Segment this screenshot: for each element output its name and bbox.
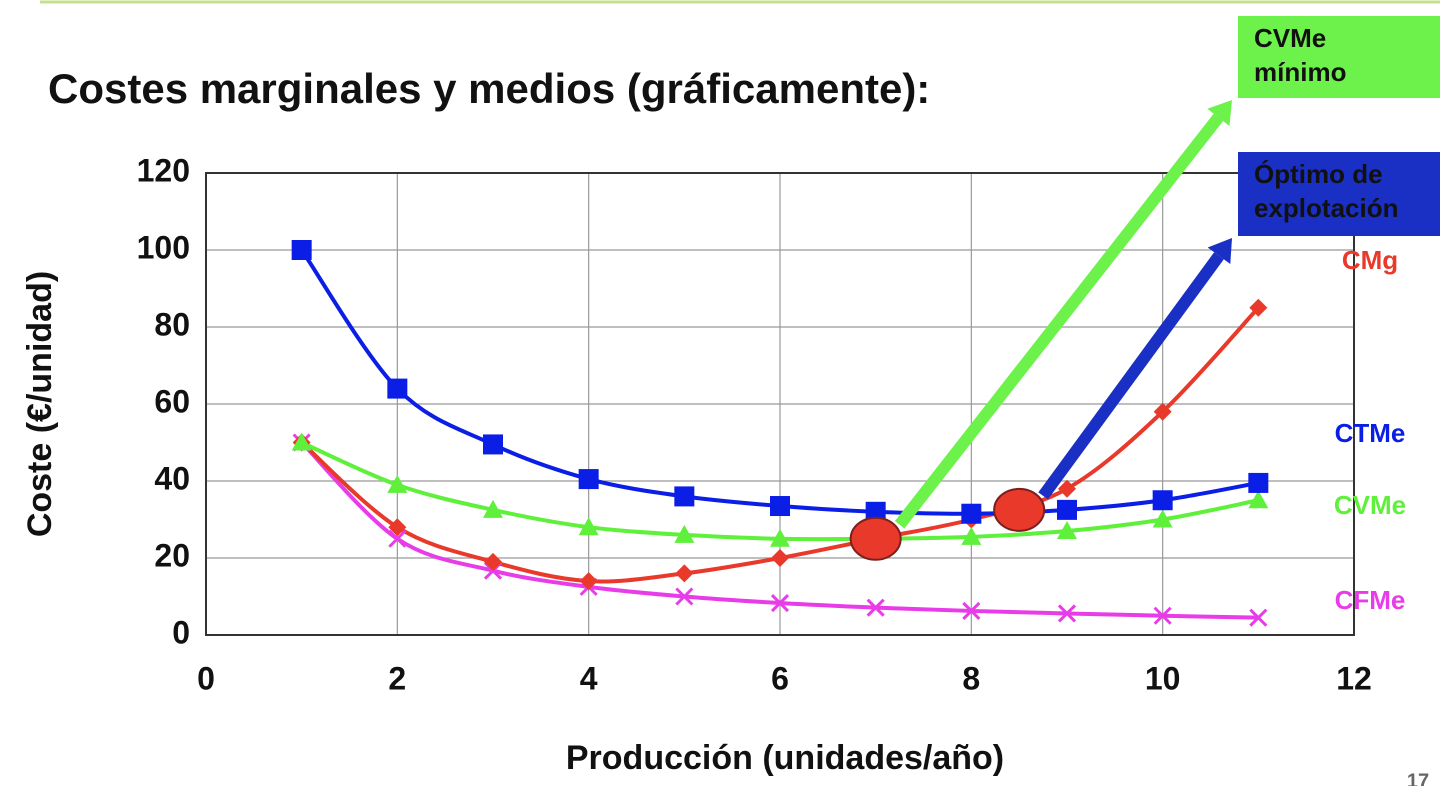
marker: [1152, 490, 1173, 511]
annotation-text: Óptimo de: [1254, 159, 1383, 189]
marker: [962, 601, 981, 620]
marker: [387, 474, 408, 493]
marker: [674, 486, 695, 507]
marker: [866, 598, 885, 617]
y-tick-label: 80: [154, 306, 190, 342]
marker: [388, 529, 407, 548]
marker: [675, 587, 694, 606]
x-tick-label: 2: [388, 660, 406, 696]
series-line: [300, 248, 1259, 516]
marker: [291, 432, 312, 451]
marker: [770, 593, 790, 613]
marker: [1057, 604, 1077, 623]
marker: [1057, 499, 1077, 520]
marker: [674, 524, 695, 543]
x-tick-label: 0: [197, 660, 215, 696]
arrow-shaft: [894, 113, 1224, 529]
highlight-point: [993, 487, 1046, 532]
marker: [1153, 402, 1172, 421]
y-tick-label: 60: [154, 383, 190, 419]
annotation-box: [1238, 16, 1440, 98]
marker: [770, 528, 790, 547]
series-line: [300, 441, 1259, 620]
marker: [483, 499, 503, 518]
annotation-text: explotación: [1254, 193, 1398, 223]
y-tick-label: 0: [172, 614, 190, 650]
marker: [1057, 521, 1077, 540]
marker: [387, 378, 408, 399]
marker: [1152, 509, 1173, 528]
x-tick-label: 6: [771, 660, 789, 696]
x-axis-label: Producción (unidades/año): [566, 739, 1004, 777]
marker: [1249, 298, 1268, 317]
marker: [578, 517, 599, 536]
marker: [483, 434, 503, 455]
marker: [1058, 479, 1076, 498]
marker: [961, 526, 982, 545]
arrow-head: [1207, 100, 1232, 126]
marker: [865, 501, 886, 522]
chart-title: Costes marginales y medios (gráficamente…: [48, 65, 930, 112]
legend-label: CTMe: [1335, 418, 1406, 448]
marker: [675, 564, 694, 583]
marker: [1248, 490, 1269, 509]
legend-label: CFMe: [1335, 585, 1406, 615]
marker: [291, 240, 312, 260]
marker: [579, 572, 598, 591]
marker: [1248, 472, 1269, 493]
arrow-head: [1207, 238, 1232, 265]
highlight-point: [849, 516, 902, 561]
marker: [961, 503, 982, 524]
page-number: 17: [1407, 770, 1429, 786]
x-tick-label: 10: [1145, 660, 1181, 696]
marker: [1249, 608, 1268, 627]
annotation-text: mínimo: [1254, 57, 1346, 87]
annotation-text: CVMe: [1254, 23, 1326, 53]
marker: [484, 552, 502, 571]
annotation-box: [1238, 152, 1440, 236]
y-tick-label: 20: [154, 537, 190, 573]
x-tick-label: 12: [1336, 660, 1372, 696]
y-tick-label: 100: [137, 229, 190, 265]
arrow-shaft: [1038, 252, 1224, 500]
marker: [771, 549, 789, 567]
marker: [770, 496, 790, 517]
y-tick-label: 40: [154, 460, 190, 496]
marker: [578, 469, 599, 490]
x-tick-label: 4: [580, 660, 598, 696]
plot-frame: [205, 172, 1355, 636]
legend-label: CMg: [1342, 245, 1398, 275]
y-axis-label: Coste (€/unidad): [21, 271, 59, 537]
x-tick-label: 8: [962, 660, 980, 696]
y-tick-label: 120: [137, 152, 190, 188]
legend-label: CVMe: [1334, 490, 1406, 520]
marker: [388, 518, 407, 537]
marker: [1153, 606, 1172, 625]
